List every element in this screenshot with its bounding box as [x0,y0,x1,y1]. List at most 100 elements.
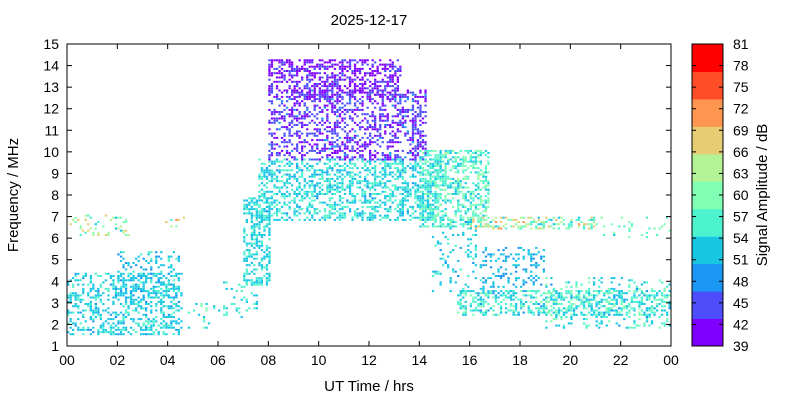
heatmap-cell [502,225,505,228]
heatmap-cell [429,190,432,193]
heatmap-cell [386,147,389,150]
heatmap-cell [333,165,337,167]
heatmap-cell [77,294,80,297]
heatmap-cell [479,311,482,314]
heatmap-cell [379,182,382,185]
heatmap-cell [270,141,274,144]
heatmap-cell [356,214,359,217]
heatmap-cell [401,210,404,213]
heatmap-cell [270,145,274,148]
heatmap-cell [424,141,427,144]
heatmap-cell [306,141,309,144]
heatmap-cell [404,132,407,135]
heatmap-cell [326,91,329,94]
heatmap-cell [560,298,563,301]
heatmap-cell [389,197,392,200]
heatmap-cell [374,83,377,85]
heatmap-cell [474,171,477,174]
heatmap-cell [457,259,460,262]
heatmap-cell [263,210,266,213]
heatmap-cell [104,272,108,275]
heatmap-cell [316,72,319,75]
heatmap-cell [509,225,513,228]
heatmap-cell [298,111,301,113]
heatmap-cell [421,195,425,198]
heatmap-cell [492,281,495,284]
heatmap-cell [326,186,329,189]
heatmap-cell [308,212,311,215]
heatmap-cell [555,303,558,305]
heatmap-cell [129,298,133,301]
heatmap-cell [255,242,258,245]
heatmap-cell [343,91,347,94]
heatmap-cell [263,275,266,277]
heatmap-cell [311,214,314,217]
heatmap-cell [129,266,133,269]
heatmap-cell [449,223,452,226]
heatmap-cell [482,152,485,154]
heatmap-cell [655,292,659,295]
heatmap-cell [338,147,342,150]
heatmap-cell [588,324,591,327]
heatmap-cell [384,162,387,165]
heatmap-cell [472,193,475,195]
heatmap-cell [374,205,377,208]
heatmap-cell [255,223,258,226]
heatmap-cell [389,195,392,198]
heatmap-cell [484,225,488,228]
heatmap-cell [238,283,241,286]
heatmap-cell [288,154,291,157]
heatmap-cell [82,283,85,286]
heatmap-cell [384,190,387,193]
heatmap-cell [326,93,329,96]
y-tick-label: 14 [43,58,59,74]
heatmap-cell [353,78,357,81]
heatmap-cell [79,225,82,228]
heatmap-cell [421,167,425,170]
heatmap-cell [371,63,374,66]
heatmap-cell [477,214,480,217]
heatmap-cell [364,132,367,135]
heatmap-cell [157,300,160,303]
heatmap-cell [328,65,331,68]
heatmap-cell [459,216,462,219]
heatmap-cell [333,212,337,215]
y-tick-label: 1 [51,338,59,354]
heatmap-cell [243,272,246,275]
heatmap-cell [414,184,417,187]
heatmap-cell [424,216,427,219]
heatmap-cell [308,72,311,75]
heatmap-cell [394,134,397,137]
heatmap-cell [137,322,140,325]
heatmap-cell [258,279,261,282]
heatmap-cell [311,59,314,62]
heatmap-cell [94,311,97,314]
heatmap-cell [588,290,591,293]
heatmap-cell [328,184,331,187]
heatmap-cell [296,195,299,198]
heatmap-cell [145,275,148,277]
heatmap-cell [69,294,72,297]
heatmap-cell [328,143,331,146]
heatmap-cell [152,272,155,275]
heatmap-cell [114,296,118,299]
heatmap-cell [525,281,528,284]
heatmap-cell [270,91,274,94]
heatmap-cell [537,264,540,267]
heatmap-cell [497,296,500,299]
heatmap-cell [474,296,477,299]
heatmap-cell [560,287,563,290]
heatmap-cell [283,104,286,107]
heatmap-cell [396,158,399,161]
heatmap-cell [369,134,372,137]
heatmap-cell [280,216,284,219]
heatmap-cell [137,303,140,305]
heatmap-cell [331,74,334,77]
heatmap-cell [127,296,130,299]
heatmap-cell [238,311,241,314]
heatmap-cell [341,173,344,176]
heatmap-cell [439,149,442,152]
heatmap-cell [484,208,488,211]
heatmap-cell [628,285,631,288]
heatmap-cell [542,303,545,305]
